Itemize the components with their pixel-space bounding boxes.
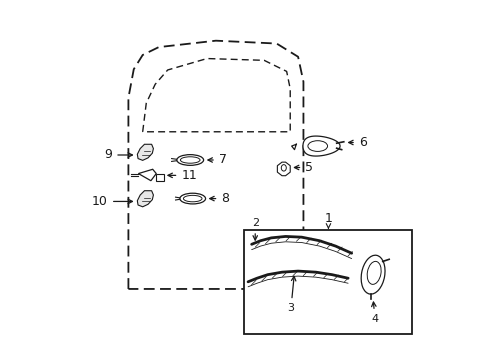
Ellipse shape [366,261,380,284]
Ellipse shape [307,141,327,152]
Text: 6: 6 [348,136,366,149]
Text: 9: 9 [104,148,132,162]
Text: 1: 1 [324,212,332,225]
Ellipse shape [361,255,384,294]
Polygon shape [138,169,156,181]
Text: 2: 2 [251,218,258,240]
Text: 5: 5 [294,161,313,174]
Ellipse shape [183,195,202,202]
Bar [156,174,164,181]
Polygon shape [277,162,290,176]
Text: 7: 7 [207,153,226,166]
Ellipse shape [177,155,203,165]
Text: 3: 3 [287,276,295,313]
Text: 11: 11 [167,169,197,182]
Text: 10: 10 [92,195,132,208]
Text: 4: 4 [370,302,378,324]
Ellipse shape [281,165,285,171]
Ellipse shape [180,193,205,204]
Polygon shape [137,144,153,160]
Text: 8: 8 [209,192,229,205]
Polygon shape [303,136,339,156]
Polygon shape [137,191,153,207]
Bar [244,230,411,334]
Ellipse shape [180,157,200,163]
